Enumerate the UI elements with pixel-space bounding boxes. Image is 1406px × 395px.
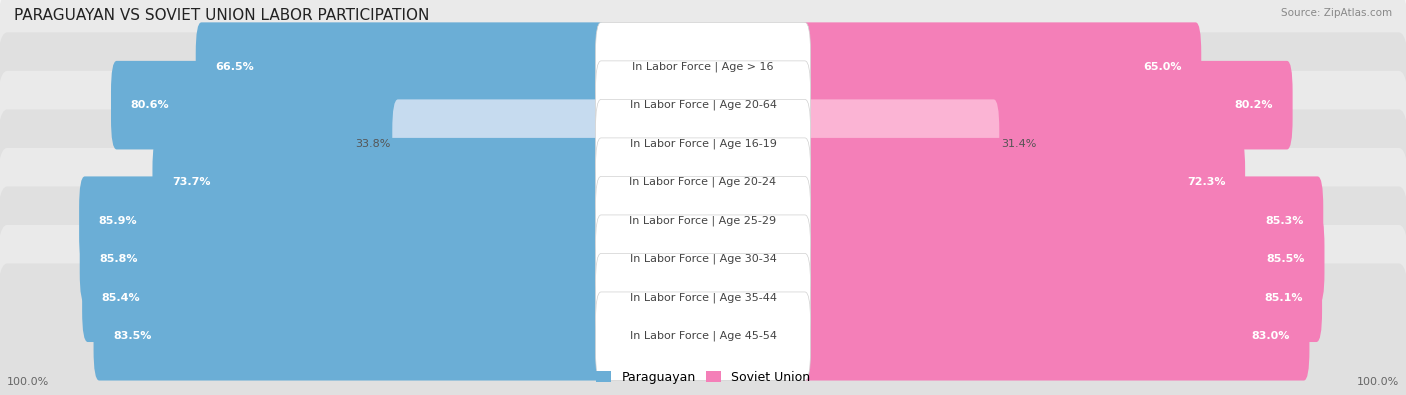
FancyBboxPatch shape	[94, 292, 607, 380]
FancyBboxPatch shape	[799, 215, 1324, 303]
FancyBboxPatch shape	[596, 254, 810, 342]
Text: 73.7%: 73.7%	[172, 177, 211, 187]
FancyBboxPatch shape	[596, 100, 810, 188]
Text: 83.0%: 83.0%	[1251, 331, 1289, 341]
Text: 83.5%: 83.5%	[114, 331, 152, 341]
Text: In Labor Force | Age 45-54: In Labor Force | Age 45-54	[630, 331, 776, 342]
Text: 72.3%: 72.3%	[1187, 177, 1226, 187]
Text: In Labor Force | Age 20-64: In Labor Force | Age 20-64	[630, 100, 776, 111]
FancyBboxPatch shape	[596, 177, 810, 265]
Text: 100.0%: 100.0%	[7, 377, 49, 387]
Text: 85.3%: 85.3%	[1265, 216, 1303, 226]
Text: 65.0%: 65.0%	[1143, 62, 1181, 71]
FancyBboxPatch shape	[799, 100, 1000, 188]
FancyBboxPatch shape	[596, 292, 810, 380]
Text: 100.0%: 100.0%	[1357, 377, 1399, 387]
FancyBboxPatch shape	[799, 61, 1292, 149]
FancyBboxPatch shape	[596, 61, 810, 149]
Text: 80.2%: 80.2%	[1234, 100, 1272, 110]
Text: 85.9%: 85.9%	[98, 216, 138, 226]
Legend: Paraguayan, Soviet Union: Paraguayan, Soviet Union	[592, 366, 814, 389]
FancyBboxPatch shape	[0, 186, 1406, 332]
Text: 85.4%: 85.4%	[101, 293, 141, 303]
FancyBboxPatch shape	[82, 254, 607, 342]
FancyBboxPatch shape	[596, 23, 810, 111]
Text: 85.8%: 85.8%	[100, 254, 138, 264]
FancyBboxPatch shape	[152, 138, 607, 226]
FancyBboxPatch shape	[596, 138, 810, 226]
FancyBboxPatch shape	[80, 215, 607, 303]
FancyBboxPatch shape	[799, 138, 1246, 226]
FancyBboxPatch shape	[799, 292, 1309, 380]
Text: 66.5%: 66.5%	[215, 62, 254, 71]
FancyBboxPatch shape	[799, 254, 1322, 342]
FancyBboxPatch shape	[79, 177, 607, 265]
Text: 33.8%: 33.8%	[356, 139, 391, 149]
Text: 31.4%: 31.4%	[1001, 139, 1036, 149]
Text: In Labor Force | Age 25-29: In Labor Force | Age 25-29	[630, 215, 776, 226]
FancyBboxPatch shape	[0, 32, 1406, 178]
Text: Source: ZipAtlas.com: Source: ZipAtlas.com	[1281, 8, 1392, 18]
FancyBboxPatch shape	[799, 177, 1323, 265]
FancyBboxPatch shape	[596, 215, 810, 303]
FancyBboxPatch shape	[799, 23, 1201, 111]
FancyBboxPatch shape	[0, 263, 1406, 395]
FancyBboxPatch shape	[111, 61, 607, 149]
Text: 85.5%: 85.5%	[1267, 254, 1305, 264]
Text: In Labor Force | Age 16-19: In Labor Force | Age 16-19	[630, 138, 776, 149]
Text: PARAGUAYAN VS SOVIET UNION LABOR PARTICIPATION: PARAGUAYAN VS SOVIET UNION LABOR PARTICI…	[14, 8, 429, 23]
Text: In Labor Force | Age 30-34: In Labor Force | Age 30-34	[630, 254, 776, 265]
Text: 80.6%: 80.6%	[131, 100, 169, 110]
FancyBboxPatch shape	[0, 225, 1406, 371]
Text: In Labor Force | Age 20-24: In Labor Force | Age 20-24	[630, 177, 776, 188]
FancyBboxPatch shape	[195, 23, 607, 111]
FancyBboxPatch shape	[0, 109, 1406, 255]
Text: 85.1%: 85.1%	[1264, 293, 1302, 303]
FancyBboxPatch shape	[0, 71, 1406, 216]
Text: In Labor Force | Age 35-44: In Labor Force | Age 35-44	[630, 292, 776, 303]
FancyBboxPatch shape	[0, 0, 1406, 139]
Text: In Labor Force | Age > 16: In Labor Force | Age > 16	[633, 61, 773, 72]
FancyBboxPatch shape	[392, 100, 607, 188]
FancyBboxPatch shape	[0, 148, 1406, 293]
